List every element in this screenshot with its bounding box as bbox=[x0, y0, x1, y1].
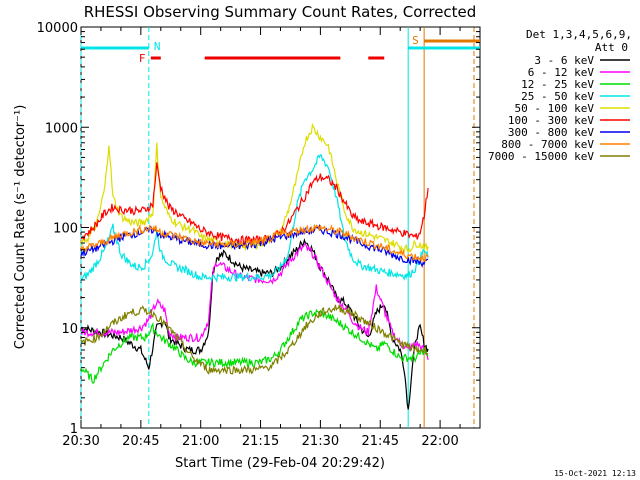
y-axis: 1 10 100 1000 10000 bbox=[37, 21, 480, 437]
y-tick-label: 10000 bbox=[37, 21, 78, 36]
night-flag-label: N bbox=[154, 40, 161, 53]
chart-title: RHESSI Observing Summary Count Rates, Co… bbox=[84, 3, 477, 21]
series-lines bbox=[80, 122, 429, 410]
x-tick-label: 21:15 bbox=[242, 434, 279, 449]
y-tick-label: 1000 bbox=[45, 121, 78, 136]
legend-entry-label: 6 - 12 keV bbox=[528, 66, 595, 79]
legend-entry-label: 7000 - 15000 keV bbox=[488, 150, 594, 163]
x-axis: 20:30 20:45 21:00 21:15 21:30 21:45 22:00 bbox=[62, 27, 481, 449]
series-line bbox=[80, 154, 429, 283]
legend-entry-label: 100 - 300 keV bbox=[508, 114, 594, 127]
x-tick-label: 20:30 bbox=[62, 434, 99, 449]
legend-entry-label: 3 - 6 keV bbox=[534, 54, 594, 67]
series-line bbox=[80, 304, 429, 375]
y-axis-label: Corrected Count Rate (s⁻¹ detector⁻¹) bbox=[13, 105, 28, 350]
x-axis-label: Start Time (29-Feb-04 20:29:42) bbox=[175, 456, 385, 471]
x-tick-label: 22:00 bbox=[421, 434, 458, 449]
x-tick-label: 21:45 bbox=[362, 434, 399, 449]
y-tick-label: 100 bbox=[53, 222, 78, 237]
series-line bbox=[80, 223, 429, 268]
observing-flags: NF S bbox=[81, 34, 480, 65]
legend-entry-label: 50 - 100 keV bbox=[515, 102, 595, 115]
legend-header-line-2: Att 0 bbox=[595, 41, 628, 54]
generation-timestamp: 15-Oct-2021 12:13 bbox=[554, 469, 636, 478]
series-line bbox=[80, 223, 429, 263]
legend-header-line-1: Det 1,3,4,5,6,9, bbox=[526, 28, 632, 41]
x-tick-label: 20:45 bbox=[122, 434, 159, 449]
x-tick-label: 21:30 bbox=[302, 434, 339, 449]
flare-flag-label: F bbox=[139, 52, 146, 65]
saa-flag-label: S bbox=[412, 34, 419, 47]
series-line bbox=[80, 237, 429, 410]
y-tick-label: 10 bbox=[61, 322, 78, 337]
plot-area: NF S bbox=[80, 26, 481, 429]
y-tick-label: 1 bbox=[70, 422, 78, 437]
legend-entry-label: 25 - 50 keV bbox=[521, 90, 594, 103]
legend-entry-label: 12 - 25 keV bbox=[521, 78, 594, 91]
series-line bbox=[80, 308, 429, 385]
legend-entry-label: 300 - 800 keV bbox=[508, 126, 594, 139]
legend-entry-label: 800 - 7000 keV bbox=[501, 138, 594, 151]
x-tick-label: 21:00 bbox=[182, 434, 219, 449]
